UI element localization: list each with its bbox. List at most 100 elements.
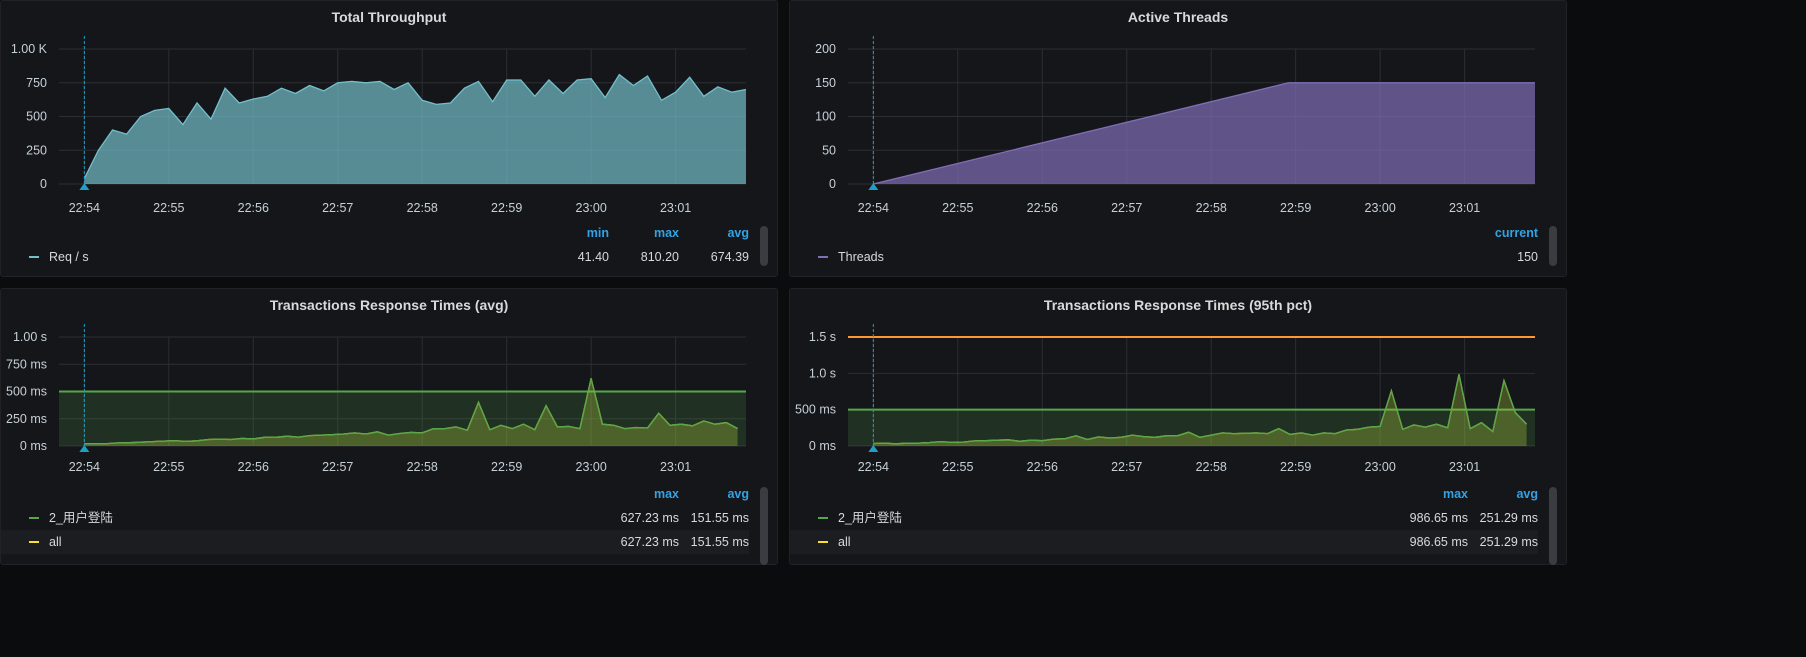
x-tick-label: 22:57 [1111,201,1142,215]
y-tick-label: 100 [815,110,836,124]
legend-series-name[interactable]: all [838,535,851,549]
x-tick-label: 22:56 [238,201,269,215]
x-tick-label: 22:55 [942,201,973,215]
x-tick-label: 22:58 [407,460,438,474]
threshold-region [848,409,1535,446]
legend-value-avg: 151.55 ms [690,511,749,525]
series-area [873,374,1527,446]
legend-value-max: 627.23 ms [620,535,679,549]
legend-scrollbar[interactable] [1549,487,1557,565]
legend: min max avg Req / s 41.40 810.20 674.39 [1,221,749,269]
x-tick-label: 23:01 [1449,460,1480,474]
panel-title[interactable]: Total Throughput [331,9,447,25]
x-tick-label: 23:01 [1449,201,1480,215]
legend-scrollbar[interactable] [760,226,768,266]
x-tick-label: 22:55 [153,201,184,215]
annotation-marker-icon [79,183,90,190]
x-tick-label: 22:54 [858,201,889,215]
panel-active-threads: Active Threads 0 50 100 150 200 22:54 22:55 22:5… [789,0,1567,277]
legend-series-name[interactable]: 2_用户登陆 [838,511,902,525]
legend-item[interactable]: Threads 150 [790,245,1538,269]
legend-column-max[interactable]: max [1442,487,1468,501]
x-tick-label: 22:59 [491,460,522,474]
legend-series-name[interactable]: all [49,535,62,549]
legend: current Threads 150 [790,221,1538,269]
series-color-swatch[interactable] [29,256,39,258]
legend-value-current: 150 [1517,250,1538,264]
x-tick-label: 22:56 [238,460,269,474]
panel-total-throughput: Total Throughput 0 250 500 750 1.00 K 22:54 22:… [0,0,778,277]
y-tick-label: 250 ms [6,412,47,426]
legend-column-min[interactable]: min [586,226,609,240]
y-tick-label: 0 [40,177,47,191]
legend: max avg 2_用户登陆 627.23 ms 151.55 ms all 627.23 … [1,482,749,554]
threshold-region [59,391,746,446]
legend-value-min: 41.40 [577,250,609,264]
legend-scrollbar[interactable] [1549,226,1557,266]
series-area [873,82,1535,184]
legend-header: min max avg [1,221,749,245]
series-area [84,74,747,184]
legend-value-max: 986.65 ms [1409,511,1468,525]
x-tick-label: 23:00 [576,201,607,215]
x-tick-label: 22:59 [1280,460,1311,474]
legend-series-name[interactable]: 2_用户登陆 [49,511,113,525]
series-color-swatch[interactable] [818,256,828,258]
legend-scrollbar[interactable] [760,487,768,565]
legend-value-max: 810.20 [640,250,679,264]
legend-value-avg: 251.29 ms [1479,535,1538,549]
series-color-swatch[interactable] [818,517,828,519]
annotation-marker-icon [79,445,90,452]
chart: 0 ms 250 ms 500 ms 750 ms 1.00 s 22:54 22:55 22… [6,324,746,474]
legend-item[interactable]: all 986.65 ms 251.29 ms [790,530,1538,554]
legend-item[interactable]: Req / s 41.40 810.20 674.39 [1,245,749,269]
legend-column-max[interactable]: max [653,226,679,240]
legend-value-max: 627.23 ms [620,511,679,525]
x-tick-label: 22:58 [407,201,438,215]
legend-header: max avg [790,482,1538,506]
panel-title[interactable]: Active Threads [1127,9,1229,25]
x-tick-label: 22:54 [69,201,100,215]
legend-column-current[interactable]: current [1494,226,1538,240]
series-color-swatch[interactable] [29,541,39,543]
legend-column-avg[interactable]: avg [727,226,749,240]
x-tick-label: 22:55 [942,460,973,474]
x-tick-label: 22:59 [1280,201,1311,215]
chart: 0 50 100 150 200 22:54 22:55 22:56 22:57 22:58 22:… [815,36,1535,215]
legend-column-avg[interactable]: avg [727,487,749,501]
legend: max avg 2_用户登陆 986.65 ms 251.29 ms all 986.65 … [790,482,1538,554]
series-color-swatch[interactable] [29,517,39,519]
legend-item[interactable]: 2_用户登陆 986.65 ms 251.29 ms [790,506,1538,530]
annotation-marker-icon [868,183,879,190]
x-tick-label: 22:56 [1027,460,1058,474]
panel-title[interactable]: Transactions Response Times (avg) [269,297,509,313]
y-tick-label: 0 ms [20,439,47,453]
legend-series-name[interactable]: Threads [838,250,884,264]
x-tick-label: 22:57 [322,460,353,474]
x-tick-label: 22:59 [491,201,522,215]
legend-item[interactable]: 2_用户登陆 627.23 ms 151.55 ms [1,506,749,530]
series-area [84,378,738,446]
y-tick-label: 750 [26,76,47,90]
y-tick-label: 750 ms [6,357,47,371]
series-area [84,378,738,446]
chart: 0 250 500 750 1.00 K 22:54 22:55 22:56 22:57 22:5… [11,36,747,215]
legend-value-avg: 674.39 [710,250,749,264]
panel-response-avg: Transactions Response Times (avg) 0 ms 250… [0,288,778,565]
x-tick-label: 22:57 [322,201,353,215]
series-line [84,378,738,445]
legend-item[interactable]: all 627.23 ms 151.55 ms [1,530,749,554]
y-tick-label: 50 [822,143,836,157]
series-color-swatch[interactable] [818,541,828,543]
x-tick-label: 22:57 [1111,460,1142,474]
legend-column-max[interactable]: max [653,487,679,501]
legend-series-name[interactable]: Req / s [49,250,89,264]
x-tick-label: 23:00 [1365,201,1396,215]
y-tick-label: 0 ms [809,439,836,453]
legend-column-avg[interactable]: avg [1516,487,1538,501]
series-line [83,73,747,179]
y-tick-label: 500 ms [6,385,47,399]
annotation-marker-icon [868,445,879,452]
x-tick-label: 22:54 [69,460,100,474]
panel-title[interactable]: Transactions Response Times (95th pct) [1043,297,1313,313]
